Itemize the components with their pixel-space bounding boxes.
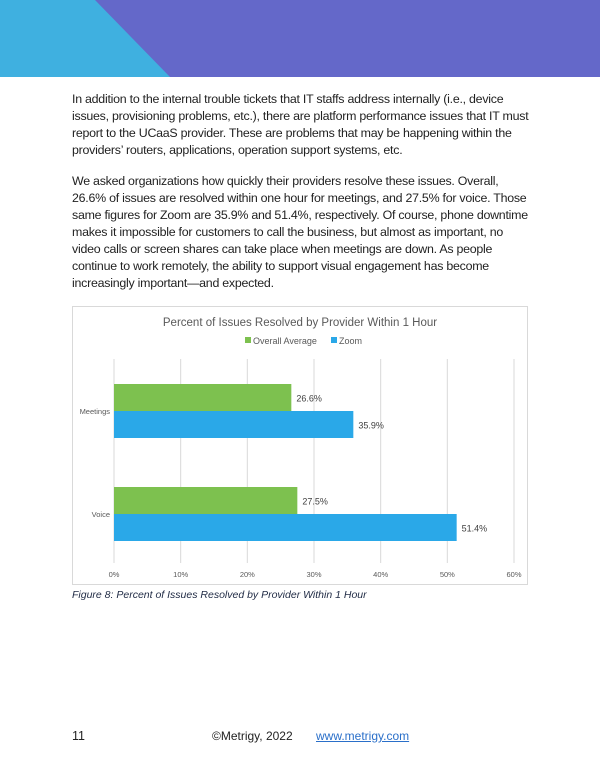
- bar-voice-overall-average: [114, 487, 298, 514]
- x-tick-label: 60%: [506, 570, 521, 579]
- header-blue-triangle: [0, 0, 170, 77]
- paragraph-1: In addition to the internal trouble tick…: [72, 92, 529, 157]
- x-tick-label: 30%: [306, 570, 321, 579]
- data-label: 35.9%: [358, 421, 384, 431]
- bar-meetings-zoom: [114, 411, 354, 438]
- bar-meetings-overall-average: [114, 384, 292, 411]
- legend-zoom: Zoom: [339, 336, 362, 346]
- data-label: 51.4%: [462, 524, 488, 534]
- data-label: 26.6%: [296, 394, 322, 404]
- header-banner: [0, 0, 600, 77]
- x-tick-label: 0%: [109, 570, 120, 579]
- page-number: 11: [72, 729, 85, 743]
- body-content: In addition to the internal trouble tick…: [72, 91, 534, 601]
- data-label: 27.5%: [302, 497, 328, 507]
- x-tick-label: 20%: [240, 570, 255, 579]
- website-link[interactable]: www.metrigy.com: [316, 729, 410, 743]
- plot-area: 0% 10% 20% 30% 40% 50% 60% Meetings 26.6% 35.9% Vo…: [80, 359, 522, 579]
- x-tick-label: 10%: [173, 570, 188, 579]
- legend-overall: Overall Average: [253, 336, 317, 346]
- x-tick-label: 40%: [373, 570, 388, 579]
- chart: Percent of Issues Resolved by Provider W…: [72, 306, 528, 585]
- legend: Overall Average Zoom: [245, 336, 362, 346]
- category-label: Voice: [92, 510, 110, 519]
- bar-voice-zoom: [114, 514, 457, 541]
- x-tick-label: 50%: [440, 570, 455, 579]
- paragraph-2: We asked organizations how quickly their…: [72, 174, 528, 290]
- legend-swatch-overall: [245, 337, 251, 343]
- legend-swatch-zoom: [331, 337, 337, 343]
- category-label: Meetings: [80, 407, 111, 416]
- figure-caption: Figure 8: Percent of Issues Resolved by …: [72, 589, 367, 601]
- bar-chart: Percent of Issues Resolved by Provider W…: [80, 317, 522, 579]
- chart-title: Percent of Issues Resolved by Provider W…: [163, 317, 437, 329]
- copyright: ©Metrigy, 2022: [212, 729, 293, 743]
